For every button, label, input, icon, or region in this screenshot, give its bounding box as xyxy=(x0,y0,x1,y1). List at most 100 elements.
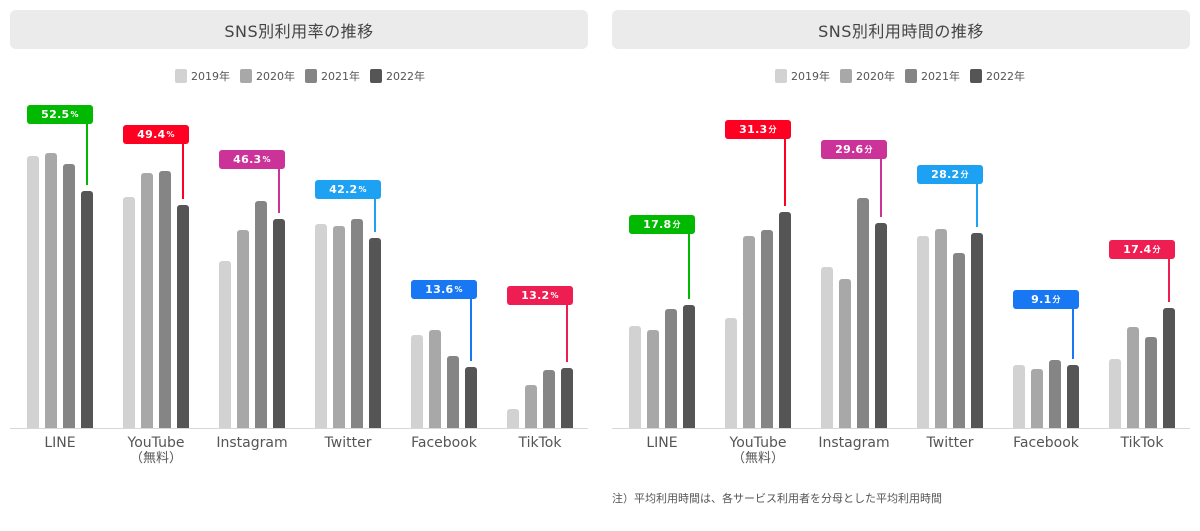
legend-swatch xyxy=(240,69,252,83)
bar-tiktok-2021 xyxy=(1145,337,1157,428)
callout-value: 52.5 xyxy=(41,108,70,121)
category-name: Facebook xyxy=(411,435,477,451)
callout-unit: % xyxy=(166,130,175,139)
callout-leader-line xyxy=(1168,259,1170,302)
callout-leader-line xyxy=(566,305,568,362)
callout-leader-line xyxy=(976,184,978,227)
bar-tiktok-2021 xyxy=(543,370,555,428)
bar-facebook-2022 xyxy=(1067,365,1079,428)
bar-instagram-2021 xyxy=(857,198,869,428)
usage-time-plot: 17.8 分 LINE 31.3 分 YouTube （無料） 29.6 分 Instagram 2… xyxy=(600,0,1200,531)
category-label: Facebook xyxy=(996,435,1096,451)
legend-label: 2019年 xyxy=(791,70,830,83)
legend-swatch xyxy=(970,69,982,83)
usage-rate-plot: 52.5% LINE 49.4% YouTube （無料） 46.3% Instagram 4… xyxy=(10,105,590,467)
category-label: TikTok xyxy=(1092,435,1192,451)
category-label: Facebook xyxy=(394,435,494,451)
legend-swatch xyxy=(305,69,317,83)
bar-facebook-2020 xyxy=(1031,369,1043,428)
category-label: Twitter xyxy=(900,435,1000,451)
callout-leader-line xyxy=(1072,309,1074,359)
value-callout: 17.4 分 xyxy=(1109,240,1175,259)
bar-line-2019 xyxy=(27,156,39,428)
bar-facebook-2020 xyxy=(429,330,441,428)
bar-tiktok-2019 xyxy=(507,409,519,428)
callout-value: 49.4 xyxy=(137,128,166,141)
callout-leader-line xyxy=(880,159,882,217)
bar-twitter-2021 xyxy=(351,219,363,428)
bar-facebook-2019 xyxy=(411,335,423,428)
legend-label: 2020年 xyxy=(856,70,895,83)
usage-time-panel: SNS別利用時間の推移 2019年 2020年 2021年 2022年 17.8… xyxy=(600,0,1200,531)
callout-value: 13.6 xyxy=(425,283,454,296)
value-callout: 13.6% xyxy=(411,280,477,299)
callout-leader-line xyxy=(374,199,376,232)
bar-tiktok-2022 xyxy=(1163,308,1175,428)
bar-line-2022 xyxy=(81,191,93,428)
bar-line-2021 xyxy=(63,164,75,428)
bar-tiktok-2020 xyxy=(1127,327,1139,428)
value-callout: 49.4% xyxy=(123,125,189,144)
value-callout: 42.2% xyxy=(315,180,381,199)
legend-label: 2021年 xyxy=(921,70,960,83)
category-name: Facebook xyxy=(1013,435,1079,451)
category-name: LINE xyxy=(44,435,76,451)
usage-time-title: SNS別利用時間の推移 xyxy=(612,10,1190,49)
category-label: TikTok xyxy=(490,435,590,451)
category-name: TikTok xyxy=(1120,435,1164,451)
bar-facebook-2021 xyxy=(447,356,459,428)
category-subtitle: （無料） xyxy=(129,451,182,466)
callout-value: 29.6 xyxy=(835,143,864,156)
legend-item-2022: 2022年 xyxy=(370,68,425,84)
callout-unit: % xyxy=(358,185,367,194)
bar-facebook-2022 xyxy=(465,367,477,428)
bar-youtube-2020 xyxy=(141,173,153,428)
bar-youtube-2021 xyxy=(159,171,171,428)
legend-swatch xyxy=(905,69,917,83)
value-callout: 52.5% xyxy=(27,105,93,124)
category-label: YouTube （無料） xyxy=(106,435,206,467)
footnote: 注）平均利用時間は、各サービス利用者を分母とした平均利用時間 xyxy=(612,492,942,505)
bar-facebook-2019 xyxy=(1013,365,1025,428)
value-callout: 17.8 分 xyxy=(629,215,695,234)
bar-tiktok-2019 xyxy=(1109,359,1121,428)
callout-unit: % xyxy=(550,291,559,300)
callout-value: 17.4 xyxy=(1123,243,1152,256)
usage-rate-title: SNS別利用率の推移 xyxy=(10,10,588,49)
value-callout: 9.1 分 xyxy=(1013,290,1079,309)
callout-unit: 分 xyxy=(672,220,681,229)
callout-unit: % xyxy=(262,155,271,164)
legend-item-2021: 2021年 xyxy=(305,68,360,84)
bar-instagram-2022 xyxy=(875,223,887,428)
legend-item-2019: 2019年 xyxy=(175,68,230,84)
bar-line-2020 xyxy=(45,153,57,428)
bar-line-2022 xyxy=(683,305,695,428)
value-callout: 46.3% xyxy=(219,150,285,169)
usage-time-legend: 2019年 2020年 2021年 2022年 xyxy=(600,68,1200,84)
callout-unit: 分 xyxy=(1152,245,1161,254)
legend-label: 2019年 xyxy=(191,70,230,83)
bar-line-2021 xyxy=(665,309,677,428)
bar-tiktok-2020 xyxy=(525,385,537,428)
legend-item-2022: 2022年 xyxy=(970,68,1025,84)
bar-instagram-2022 xyxy=(273,219,285,428)
callout-unit: % xyxy=(454,285,463,294)
callout-leader-line xyxy=(86,124,88,185)
bar-twitter-2022 xyxy=(971,233,983,428)
legend-item-2020: 2020年 xyxy=(240,68,295,84)
bar-twitter-2019 xyxy=(917,236,929,428)
bar-instagram-2019 xyxy=(821,267,833,428)
callout-value: 42.2 xyxy=(329,183,358,196)
bar-instagram-2020 xyxy=(839,279,851,428)
value-callout: 29.6 分 xyxy=(821,140,887,159)
bar-twitter-2020 xyxy=(333,226,345,428)
category-name: Instagram xyxy=(216,435,288,451)
bar-youtube-2022 xyxy=(779,212,791,428)
legend-item-2019: 2019年 xyxy=(775,68,830,84)
bar-twitter-2021 xyxy=(953,253,965,428)
usage-rate-panel: SNS別利用率の推移 2019年 2020年 2021年 2022年 52.5%… xyxy=(10,10,590,467)
bar-instagram-2019 xyxy=(219,261,231,428)
bar-instagram-2021 xyxy=(255,201,267,428)
category-name: YouTube xyxy=(127,435,185,451)
callout-value: 46.3 xyxy=(233,153,262,166)
